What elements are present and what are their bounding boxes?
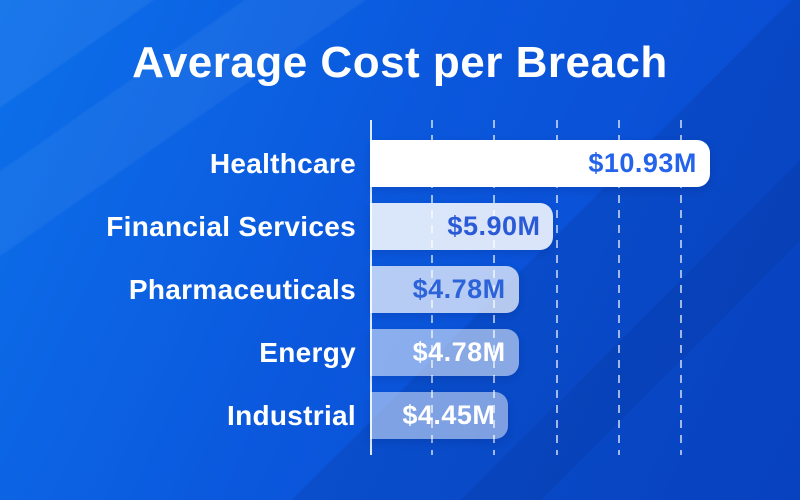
- bar-row: Financial Services $5.90M: [0, 203, 800, 250]
- chart-title: Average Cost per Breach: [132, 38, 668, 87]
- category-label: Energy: [259, 336, 356, 368]
- bar: $4.78M: [370, 266, 519, 313]
- gridline: [680, 120, 682, 455]
- value-label: $4.78M: [412, 274, 506, 304]
- gridline: [617, 120, 620, 455]
- bar-row: Energy $4.78M: [0, 329, 800, 376]
- category-label: Industrial: [226, 399, 356, 431]
- category-label: Financial Services: [106, 210, 356, 242]
- bar: $4.45M: [370, 392, 509, 439]
- bar-row: Industrial $4.45M: [0, 392, 800, 439]
- value-label: $4.45M: [402, 400, 496, 430]
- value-label: $5.90M: [447, 211, 541, 241]
- bar: $5.90M: [370, 203, 554, 250]
- gridline: [555, 120, 558, 455]
- value-label: $10.93M: [588, 148, 697, 178]
- bar: $10.93M: [370, 140, 710, 187]
- bar-row: Pharmaceuticals $4.78M: [0, 266, 800, 313]
- bar-rows: Healthcare $10.93M Financial Services $5.90…: [0, 140, 800, 455]
- category-label: Pharmaceuticals: [128, 273, 356, 305]
- bar-row: Healthcare $10.93M: [0, 140, 800, 187]
- bar: $4.78M: [370, 329, 519, 376]
- category-label: Healthcare: [209, 147, 356, 179]
- value-label: $4.78M: [412, 337, 506, 367]
